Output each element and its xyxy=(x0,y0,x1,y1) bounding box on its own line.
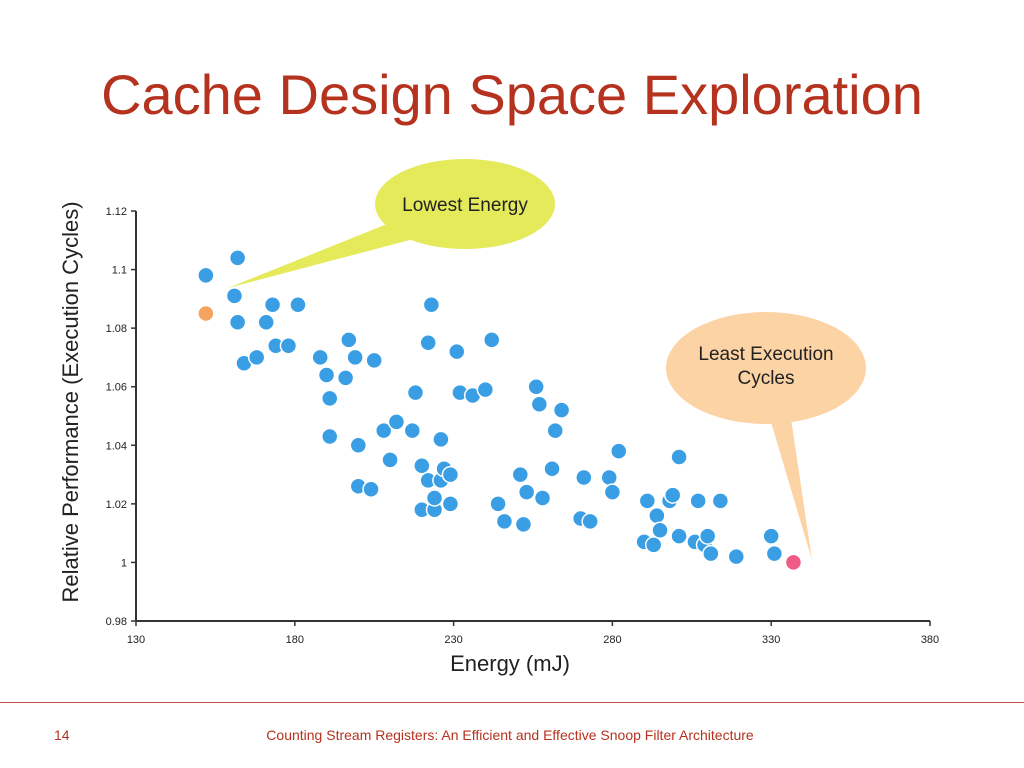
data-point xyxy=(403,421,422,440)
y-tick-label: 1.06 xyxy=(106,382,127,394)
data-point xyxy=(482,331,501,349)
y-tick-label: 1.12 xyxy=(106,206,127,218)
callout-least-cycles-line: Least Execution xyxy=(698,344,833,365)
data-point xyxy=(225,287,244,305)
data-point xyxy=(425,489,444,507)
data-point xyxy=(711,492,730,510)
x-tick-label: 330 xyxy=(762,634,780,646)
data-point xyxy=(670,448,688,466)
y-tick-label: 0.98 xyxy=(106,616,127,628)
data-point xyxy=(381,451,399,469)
x-axis-label: Energy (mJ) xyxy=(450,651,570,676)
data-point xyxy=(228,313,247,332)
data-point xyxy=(727,547,746,566)
data-point xyxy=(648,506,666,525)
data-point xyxy=(406,383,425,402)
data-point xyxy=(638,492,657,510)
slide-title: Cache Design Space Exploration xyxy=(101,63,923,126)
x-tick-label: 180 xyxy=(286,634,304,646)
data-point xyxy=(279,336,298,355)
data-point xyxy=(419,334,437,352)
data-point xyxy=(575,468,593,487)
slide-number: 14 xyxy=(54,727,70,743)
data-point xyxy=(533,489,552,507)
callout-lowest-energy: Lowest Energy xyxy=(228,159,555,288)
callout-lowest-energy-bubble xyxy=(375,159,555,249)
data-point xyxy=(511,465,530,484)
data-point xyxy=(197,266,215,285)
scatter-chart: 0.98 1 1.02 1.04 1.06 1.08 1.1 1.12 130 180 230 280… xyxy=(58,159,939,676)
least-cycles-point xyxy=(784,553,803,572)
x-tick-label: 130 xyxy=(127,634,145,646)
callout-lowest-energy-label: Lowest Energy xyxy=(402,195,528,216)
data-point xyxy=(422,295,441,314)
data-point xyxy=(336,369,355,387)
data-point xyxy=(320,427,339,446)
footer-divider xyxy=(0,702,1024,703)
data-point xyxy=(765,544,784,563)
data-point xyxy=(546,421,564,440)
data-point xyxy=(495,512,514,531)
data-point xyxy=(514,515,533,534)
data-point xyxy=(603,483,622,501)
data-point xyxy=(610,442,628,460)
plot-layer: 0.98 1 1.02 1.04 1.06 1.08 1.1 1.12 130 180 230 280… xyxy=(58,201,939,676)
data-point xyxy=(247,348,266,367)
y-tick-label: 1.1 xyxy=(112,265,127,277)
data-point xyxy=(413,457,431,475)
data-point xyxy=(552,401,571,419)
callout-least-cycles-bubble xyxy=(666,312,866,424)
data-point xyxy=(600,468,618,487)
data-point xyxy=(340,331,358,349)
data-point xyxy=(762,527,780,545)
data-point xyxy=(228,249,247,267)
y-tick-label: 1 xyxy=(121,557,127,569)
x-tick-label: 230 xyxy=(444,634,462,646)
data-point xyxy=(489,495,507,513)
data-point xyxy=(320,389,339,408)
data-point xyxy=(448,342,466,361)
y-axis-label: Relative Performance (Execution Cycles) xyxy=(58,201,83,602)
data-point xyxy=(663,486,682,504)
data-point xyxy=(365,351,383,370)
data-point xyxy=(651,521,669,539)
data-point xyxy=(263,295,282,314)
data-point xyxy=(441,495,460,513)
y-tick-label: 1.04 xyxy=(106,440,127,452)
x-tick-label: 380 xyxy=(921,634,939,646)
data-point xyxy=(346,348,364,367)
lowest-energy-point xyxy=(197,304,215,323)
data-point xyxy=(349,436,368,455)
data-point xyxy=(698,527,717,545)
data-point xyxy=(311,348,329,367)
y-tick-label: 1.08 xyxy=(106,323,127,335)
data-point xyxy=(527,377,545,396)
data-point xyxy=(689,492,707,510)
callout-least-cycles-label: Least Execution Cycles xyxy=(698,344,833,389)
data-point xyxy=(387,413,406,431)
callout-least-cycles-pointer xyxy=(768,412,812,560)
data-point xyxy=(644,536,663,554)
data-point xyxy=(543,459,561,478)
data-point xyxy=(362,480,380,498)
footer-text: Counting Stream Registers: An Efficient … xyxy=(266,727,754,743)
data-point xyxy=(530,395,549,414)
callout-least-cycles: Least Execution Cycles xyxy=(666,312,866,560)
data-point xyxy=(670,527,688,545)
callout-least-cycles-line: Cycles xyxy=(737,368,794,389)
data-point xyxy=(702,544,720,563)
data-point xyxy=(374,421,393,440)
data-point xyxy=(289,295,307,314)
data-point xyxy=(257,313,275,332)
data-point xyxy=(441,465,460,484)
data-point xyxy=(432,430,450,449)
callout-lowest-energy-pointer xyxy=(228,222,440,288)
x-tick-label: 280 xyxy=(603,634,621,646)
data-point xyxy=(581,512,599,531)
y-tick-label: 1.02 xyxy=(106,499,127,511)
data-point xyxy=(517,483,536,501)
data-point xyxy=(476,380,495,399)
data-point xyxy=(317,366,336,384)
